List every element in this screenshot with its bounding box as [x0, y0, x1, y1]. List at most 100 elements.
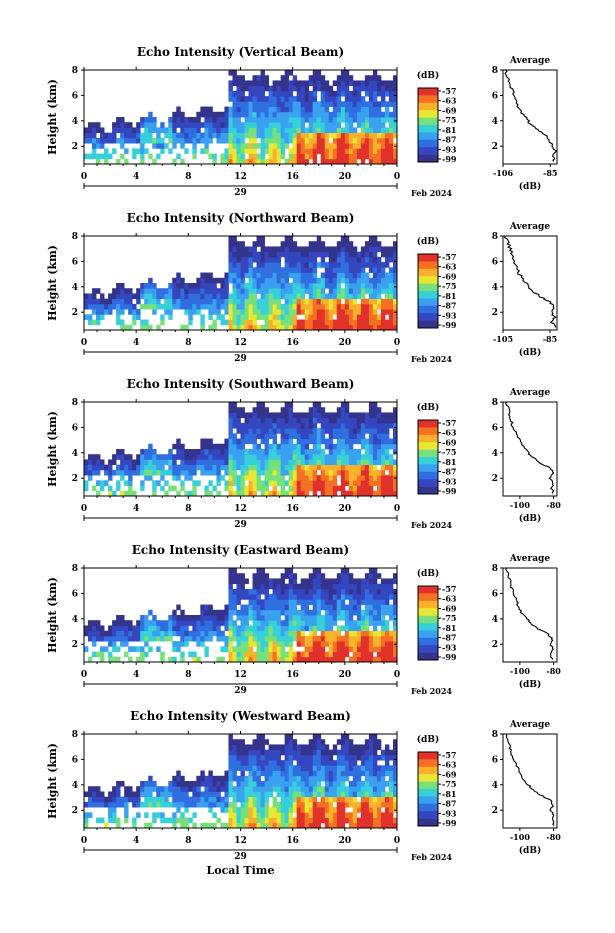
heatmap-cell	[352, 749, 358, 756]
heatmap-cell	[328, 303, 334, 310]
heatmap-cell	[140, 158, 145, 165]
heatmap-cell	[312, 80, 318, 87]
heatmap-cell	[300, 822, 306, 829]
heatmap-cell	[268, 298, 273, 305]
heatmap-cell	[116, 646, 121, 652]
heatmap-cell	[120, 641, 125, 647]
heatmap-cell	[276, 111, 282, 118]
heatmap-cell	[348, 641, 354, 647]
heatmap-cell	[324, 475, 330, 481]
heatmap-cell	[316, 464, 322, 471]
heatmap-cell	[360, 796, 366, 803]
heatmap-cell	[132, 127, 137, 134]
heatmap-cell	[196, 615, 201, 621]
heatmap-cell	[288, 246, 294, 253]
heatmap-cell	[248, 288, 253, 294]
heatmap-cell	[224, 153, 229, 160]
heatmap-cell	[288, 438, 294, 445]
heatmap-cell	[360, 85, 366, 92]
heatmap-cell	[156, 786, 161, 792]
heatmap-cell	[288, 428, 294, 434]
heatmap-cell	[372, 594, 378, 600]
heatmap-cell	[252, 791, 257, 798]
heatmap-cell	[372, 407, 378, 413]
heatmap-cell	[324, 765, 330, 771]
heatmap-cell	[316, 739, 322, 745]
colorbar-swatch	[418, 427, 438, 436]
heatmap-cell	[160, 137, 165, 144]
heatmap-cell	[308, 739, 314, 745]
heatmap-cell	[220, 807, 225, 813]
heatmap-cell	[256, 251, 261, 258]
heatmap-cell	[344, 417, 350, 424]
heatmap-cell	[236, 106, 241, 113]
heatmap-cell	[348, 412, 354, 419]
heatmap-cell	[144, 464, 149, 471]
heatmap-cell	[312, 267, 318, 273]
heatmap-cell	[316, 594, 322, 600]
heatmap-cell	[272, 781, 278, 787]
heatmap-cell	[332, 615, 338, 621]
heatmap-cell	[288, 599, 294, 605]
heatmap-cell	[264, 143, 269, 149]
heatmap-cell	[144, 122, 149, 128]
heatmap-cell	[300, 817, 306, 824]
heatmap-cell	[376, 796, 382, 803]
colorbar-swatch	[418, 593, 438, 602]
heatmap-cell	[132, 801, 137, 808]
heatmap-cell	[332, 620, 338, 626]
heatmap-cell	[344, 760, 350, 766]
heatmap-cell	[240, 407, 245, 413]
heatmap-cell	[364, 604, 370, 611]
heatmap-cell	[268, 303, 273, 310]
heatmap-cell	[260, 583, 265, 590]
heatmap-cell	[328, 111, 334, 118]
heatmap-cell	[352, 490, 358, 497]
heatmap-cell	[352, 449, 358, 455]
heatmap-cell	[352, 760, 358, 766]
heatmap-cell	[152, 781, 157, 787]
heatmap-cell	[312, 428, 318, 434]
heatmap-cell	[392, 744, 398, 751]
colorbar-swatch	[418, 88, 438, 96]
heatmap-cell	[264, 469, 269, 476]
heatmap-cell	[132, 796, 137, 803]
heatmap-cell	[364, 625, 370, 632]
heatmap-cell	[276, 153, 282, 160]
heatmap-cell	[288, 267, 294, 273]
heatmap-cell	[280, 309, 286, 315]
heatmap-cell	[292, 459, 298, 466]
heatmap-cell	[84, 817, 89, 824]
heatmap-cell	[236, 298, 241, 305]
heatmap-cell	[248, 127, 253, 134]
heatmap-cell	[348, 801, 354, 808]
x-tick-label: 12	[234, 836, 247, 846]
colorbar-tick-label: -99	[442, 818, 457, 828]
heatmap-cell	[296, 641, 302, 647]
panel-5: Echo Intensity (Westward Beam)2468Height…	[46, 709, 561, 877]
heatmap-cell	[224, 309, 229, 315]
heatmap-cell	[320, 148, 326, 154]
heatmap-cell	[360, 475, 366, 481]
heatmap-cell	[336, 158, 342, 165]
heatmap-cell	[256, 480, 261, 486]
heatmap-cell	[368, 132, 374, 139]
heatmap-cell	[352, 256, 358, 263]
heatmap-cell	[92, 122, 97, 128]
heatmap-cell	[320, 588, 326, 595]
heatmap-cell	[328, 749, 334, 756]
heatmap-cell	[328, 578, 334, 585]
heatmap-cell	[252, 153, 257, 160]
heatmap-cell	[264, 293, 269, 300]
heatmap-cell	[348, 106, 354, 113]
heatmap-cell	[148, 449, 153, 455]
heatmap-cell	[332, 298, 338, 305]
heatmap-cell	[332, 646, 338, 652]
heatmap-cell	[260, 85, 265, 92]
heatmap-cell	[104, 796, 109, 803]
heatmap-cell	[332, 106, 338, 113]
heatmap-cell	[236, 630, 241, 637]
heatmap-cell	[324, 620, 330, 626]
heatmap-cell	[208, 272, 213, 279]
heatmap-cell	[312, 796, 318, 803]
